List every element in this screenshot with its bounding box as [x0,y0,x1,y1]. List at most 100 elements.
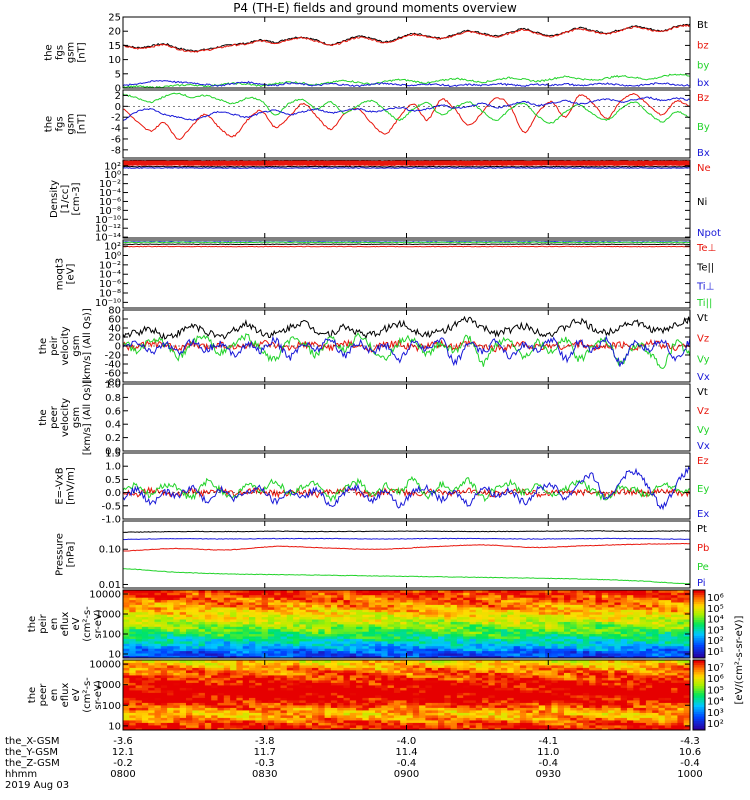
spectrogram-cell [204,594,212,598]
y-tick-label: 20 [108,27,121,38]
spectrogram-cell [217,702,225,706]
spectrogram-cell [167,619,174,622]
spectrogram-cell [261,599,269,603]
spectrogram-cell [526,628,533,632]
spectrogram-cell [230,702,237,706]
spectrogram-cell [393,697,401,701]
spectrogram-cell [160,628,168,632]
spectrogram-cell [406,636,414,639]
spectrogram-cell [261,722,269,726]
spectrogram-cell [167,636,174,639]
spectrogram-cell [198,631,206,635]
spectrogram-cell [425,590,433,593]
spectrogram-cell [557,702,565,706]
spectrogram-cell [475,636,483,639]
spectrogram-cell [217,648,225,652]
spectrogram-cell [551,643,559,647]
spectrogram-cell [312,727,319,731]
spectrogram-cell [160,636,168,639]
spectrogram-cell [343,633,351,637]
spectrogram-cell [337,695,344,698]
spectrogram-cell [324,611,332,615]
spectrogram-cell [608,700,615,703]
spectrogram-cell [482,594,489,598]
spectrogram-cell [299,655,307,659]
spectrogram-cell [570,641,577,644]
spectrogram-cell [425,628,433,632]
spectrogram-cell [545,602,552,605]
spectrogram-cell [167,725,174,728]
spectrogram-cell [444,616,451,620]
spectrogram-cell [538,720,546,723]
spectrogram-cell [393,717,401,721]
spectrogram-cell [179,641,187,644]
spectrogram-cell [557,607,565,610]
spectrogram-cell [305,715,313,718]
spectrogram-cell [438,675,445,678]
spectrogram-cell [456,712,464,716]
spectrogram-cell [671,700,678,703]
spectrogram-cell [519,638,527,642]
spectrogram-cell [501,638,508,642]
spectrogram-cell [507,682,514,686]
spectrogram-cell [513,702,521,706]
spectrogram-cell [576,697,584,701]
spectrogram-cell [312,680,319,683]
spectrogram-cell [230,685,237,688]
legend-Ti||: Ti|| [696,298,712,309]
spectrogram-cell [318,641,325,644]
spectrogram-cell [129,707,136,711]
spectrogram-cell [255,685,262,688]
spectrogram-cell [286,648,294,652]
spectrogram-cell [337,619,344,622]
spectrogram-cell [482,607,489,610]
spectrogram-cell [280,682,288,686]
spectrogram-cell [456,633,464,637]
spectrogram-cell [570,705,577,708]
spectrogram-cell [267,638,275,642]
spectrogram-cell [614,682,622,686]
spectrogram-cell [589,727,596,731]
spectrogram-cell [330,645,338,649]
spectrogram-cell [614,624,622,627]
spectrogram-cell [526,707,533,711]
spectrogram-cell [444,655,451,659]
spectrogram-cell [160,687,168,691]
spectrogram-cell [230,599,237,603]
spectrogram-cell [469,590,477,593]
spectrogram-cell [639,695,647,698]
spectrogram-cell [293,641,300,644]
spectrogram-cell [400,592,407,596]
spectrogram-cell [513,653,521,656]
spectrogram-cell [381,720,388,723]
spectrogram-cell [652,710,659,713]
spectrogram-cell [557,677,565,681]
spectrogram-cell [576,638,584,642]
spectrogram-cell [318,720,325,723]
spectrogram-cell [267,650,275,654]
spectrogram-cell [469,717,477,721]
spectrogram-cell [513,645,521,649]
spectrogram-cell [620,653,628,656]
spectrogram-cell [280,715,288,718]
spectrogram-cell [444,680,451,683]
spectrogram-cell [217,727,225,731]
spectrogram-cell [305,648,313,652]
spectrogram-cell [179,624,187,627]
spectrogram-cell [652,722,659,726]
spectrogram-cell [286,653,294,656]
spectrogram-cell [305,607,313,610]
spectrogram-cell [627,616,634,620]
spectrogram-cell [192,655,199,659]
spectrogram-cell [349,590,357,593]
spectrogram-cell [393,619,401,622]
spectrogram-cell [223,614,231,618]
spectrogram-cell [123,727,130,731]
spectrogram-cell [526,700,533,703]
spectrogram-cell [620,677,628,681]
spectrogram-cell [608,692,615,696]
spectrogram-cell [362,599,370,603]
spectrogram-cell [595,611,603,615]
spectrogram-cell [482,614,489,618]
spectrogram-cell [608,621,615,625]
